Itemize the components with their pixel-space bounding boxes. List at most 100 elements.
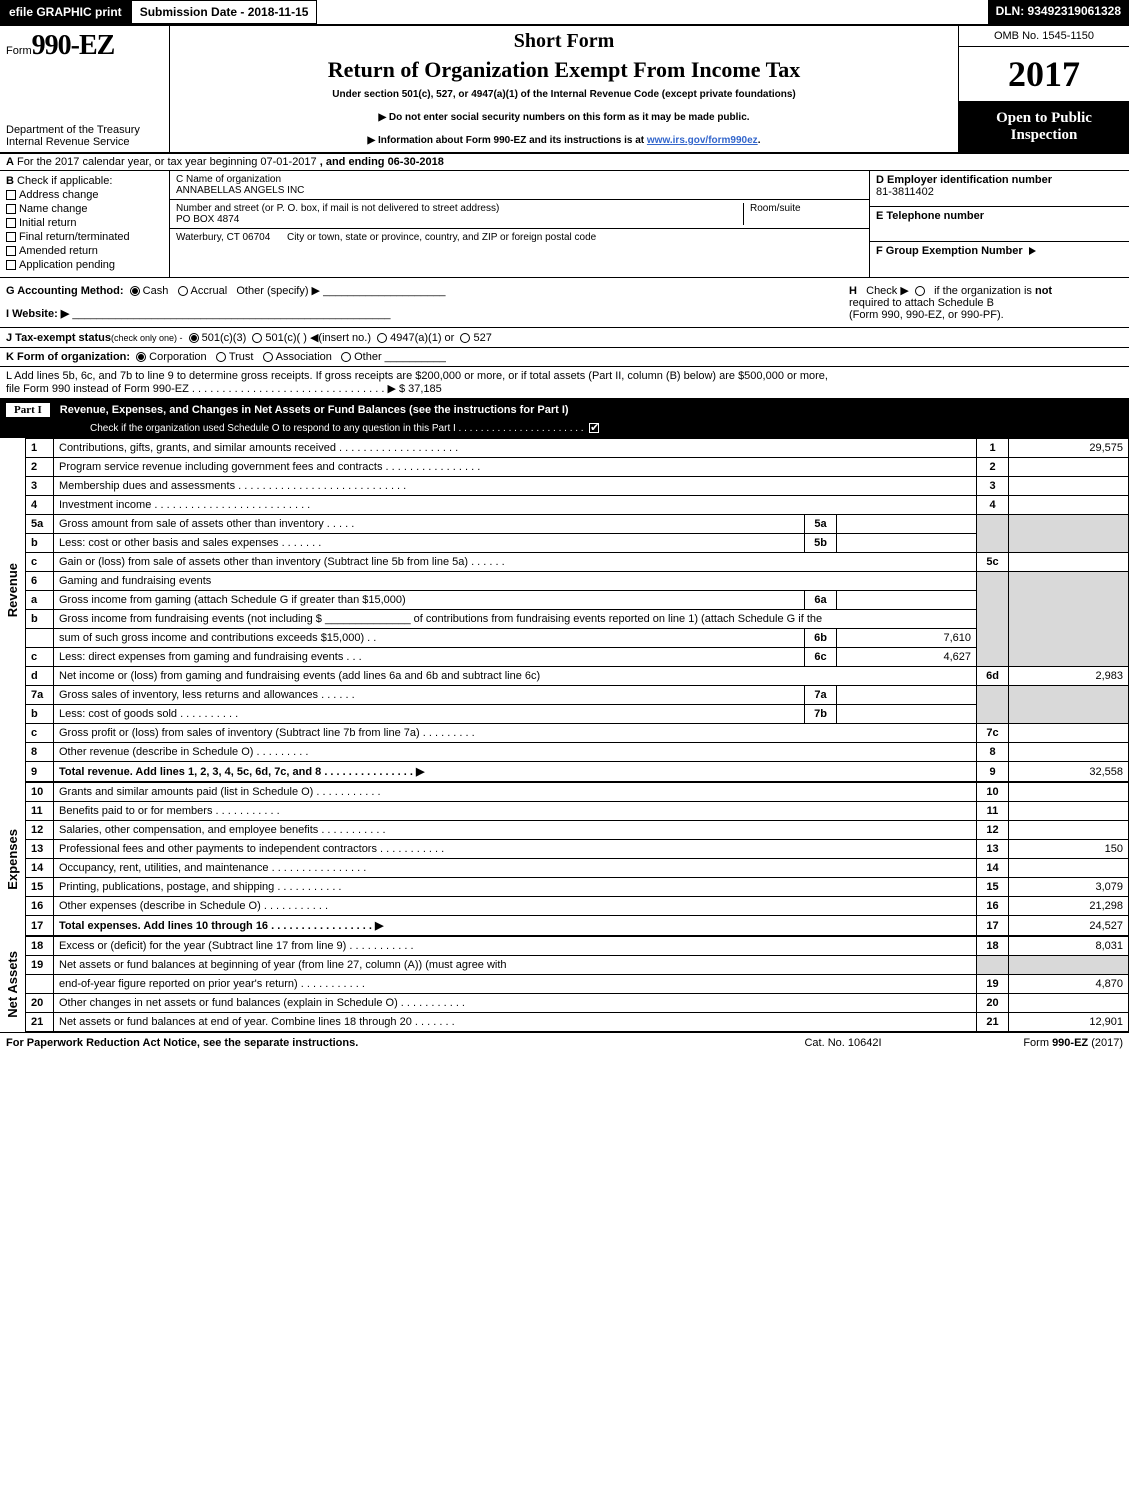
chk-final-return[interactable]: Final return/terminated bbox=[6, 231, 163, 243]
line-num: 10 bbox=[26, 783, 54, 802]
part1-label: Part I bbox=[6, 403, 50, 417]
header-mid: Short Form Return of Organization Exempt… bbox=[170, 26, 959, 152]
radio-corp[interactable] bbox=[136, 352, 146, 362]
expenses-table: Expenses 10 Grants and similar amounts p… bbox=[0, 782, 1129, 936]
radio-cash[interactable] bbox=[130, 286, 140, 296]
checkbox-icon bbox=[6, 190, 16, 200]
line-num: 4 bbox=[26, 496, 54, 515]
h-label: H bbox=[849, 285, 857, 297]
line-num: 20 bbox=[26, 994, 54, 1013]
chk-address-change[interactable]: Address change bbox=[6, 189, 163, 201]
line-val: 4,870 bbox=[1009, 975, 1129, 994]
label-a: A bbox=[6, 156, 14, 168]
b-check-label: Check if applicable: bbox=[17, 175, 112, 187]
radio-4947[interactable] bbox=[377, 333, 387, 343]
info-link[interactable]: www.irs.gov/form990ez bbox=[647, 135, 758, 146]
shade-cell bbox=[1009, 515, 1129, 553]
line-box: 20 bbox=[977, 994, 1009, 1013]
line-val: 150 bbox=[1009, 840, 1129, 859]
checkbox-schedule-o[interactable] bbox=[589, 423, 599, 433]
chk-name-change[interactable]: Name change bbox=[6, 203, 163, 215]
line-desc: Other expenses (describe in Schedule O) … bbox=[54, 897, 977, 916]
g-cash: Cash bbox=[143, 285, 169, 297]
chk-label: Name change bbox=[19, 203, 88, 215]
line-box: 11 bbox=[977, 802, 1009, 821]
line-desc: Benefits paid to or for members . . . . … bbox=[54, 802, 977, 821]
header-right: OMB No. 1545-1150 2017 Open to Public In… bbox=[959, 26, 1129, 152]
dept-treasury: Department of the Treasury bbox=[6, 124, 163, 136]
table-row: 5a Gross amount from sale of assets othe… bbox=[0, 515, 1129, 534]
part1-sub-text: Check if the organization used Schedule … bbox=[90, 423, 584, 434]
inner-val: 4,627 bbox=[837, 648, 977, 667]
footer-right-form: 990-EZ bbox=[1052, 1037, 1088, 1049]
radio-527[interactable] bbox=[460, 333, 470, 343]
footer-mid: Cat. No. 10642I bbox=[743, 1037, 943, 1049]
note-ssn: ▶ Do not enter social security numbers o… bbox=[176, 112, 952, 123]
g-block: G Accounting Method: Cash Accrual Other … bbox=[6, 284, 843, 321]
row-gh: G Accounting Method: Cash Accrual Other … bbox=[0, 278, 1129, 328]
inner-box: 7b bbox=[805, 705, 837, 724]
radio-other[interactable] bbox=[341, 352, 351, 362]
k-o1: Corporation bbox=[149, 351, 206, 363]
note-info-suffix: . bbox=[758, 135, 761, 146]
line-num: 3 bbox=[26, 477, 54, 496]
line-num: a bbox=[26, 591, 54, 610]
shade-cell bbox=[977, 572, 1009, 667]
table-row: sum of such gross income and contributio… bbox=[0, 629, 1129, 648]
line-desc: Less: cost or other basis and sales expe… bbox=[54, 534, 805, 553]
top-bar: efile GRAPHIC print Submission Date - 20… bbox=[0, 0, 1129, 26]
chk-initial-return[interactable]: Initial return bbox=[6, 217, 163, 229]
table-row: 4 Investment income . . . . . . . . . . … bbox=[0, 496, 1129, 515]
line-val bbox=[1009, 496, 1129, 515]
table-row: 17Total expenses. Add lines 10 through 1… bbox=[0, 916, 1129, 936]
line-desc: Gross amount from sale of assets other t… bbox=[54, 515, 805, 534]
h-text2: required to attach Schedule B bbox=[849, 297, 994, 309]
line-desc: Net assets or fund balances at end of ye… bbox=[54, 1013, 977, 1032]
line-desc: Investment income . . . . . . . . . . . … bbox=[54, 496, 977, 515]
submission-date: Submission Date - 2018-11-15 bbox=[131, 0, 318, 24]
chk-amended-return[interactable]: Amended return bbox=[6, 245, 163, 257]
line-desc: Other revenue (describe in Schedule O) .… bbox=[54, 743, 977, 762]
h-text3: (Form 990, 990-EZ, or 990-PF). bbox=[849, 309, 1004, 321]
line-val: 24,527 bbox=[1009, 916, 1129, 936]
checkbox-icon bbox=[6, 218, 16, 228]
checkbox-icon bbox=[6, 246, 16, 256]
arrow-icon bbox=[1029, 247, 1036, 255]
line-val: 2,983 bbox=[1009, 667, 1129, 686]
shade-cell bbox=[1009, 572, 1129, 667]
radio-accrual[interactable] bbox=[178, 286, 188, 296]
radio-501c[interactable] bbox=[252, 333, 262, 343]
radio-trust[interactable] bbox=[216, 352, 226, 362]
form-header: Form990-EZ Department of the Treasury In… bbox=[0, 26, 1129, 154]
line-val bbox=[1009, 743, 1129, 762]
expenses-label: Expenses bbox=[5, 829, 20, 890]
inner-box: 6a bbox=[805, 591, 837, 610]
line-box: 16 bbox=[977, 897, 1009, 916]
chk-label: Final return/terminated bbox=[19, 231, 130, 243]
footer-right-prefix: Form bbox=[1023, 1037, 1052, 1049]
c-street-label: Number and street (or P. O. box, if mail… bbox=[176, 203, 743, 214]
radio-501c3[interactable] bbox=[189, 333, 199, 343]
a-text: For the 2017 calendar year, or tax year … bbox=[17, 156, 317, 168]
table-row: 13Professional fees and other payments t… bbox=[0, 840, 1129, 859]
table-row: 2 Program service revenue including gove… bbox=[0, 458, 1129, 477]
line-val: 12,901 bbox=[1009, 1013, 1129, 1032]
radio-h[interactable] bbox=[915, 286, 925, 296]
line-box: 9 bbox=[977, 762, 1009, 782]
efile-print-button[interactable]: efile GRAPHIC print bbox=[0, 0, 131, 24]
inner-val: 7,610 bbox=[837, 629, 977, 648]
line-num bbox=[26, 629, 54, 648]
c-city-label: City or town, state or province, country… bbox=[287, 232, 596, 243]
col-b: B Check if applicable: Address change Na… bbox=[0, 171, 170, 277]
radio-assoc[interactable] bbox=[263, 352, 273, 362]
inner-val bbox=[837, 591, 977, 610]
line-desc: Printing, publications, postage, and shi… bbox=[54, 878, 977, 897]
chk-application-pending[interactable]: Application pending bbox=[6, 259, 163, 271]
shade-cell bbox=[1009, 686, 1129, 724]
row-a: A For the 2017 calendar year, or tax yea… bbox=[0, 154, 1129, 171]
e-cell: E Telephone number bbox=[870, 207, 1129, 243]
table-row: 15Printing, publications, postage, and s… bbox=[0, 878, 1129, 897]
line-num: 15 bbox=[26, 878, 54, 897]
line-desc: Other changes in net assets or fund bala… bbox=[54, 994, 977, 1013]
c-name-label: C Name of organization bbox=[176, 174, 863, 185]
